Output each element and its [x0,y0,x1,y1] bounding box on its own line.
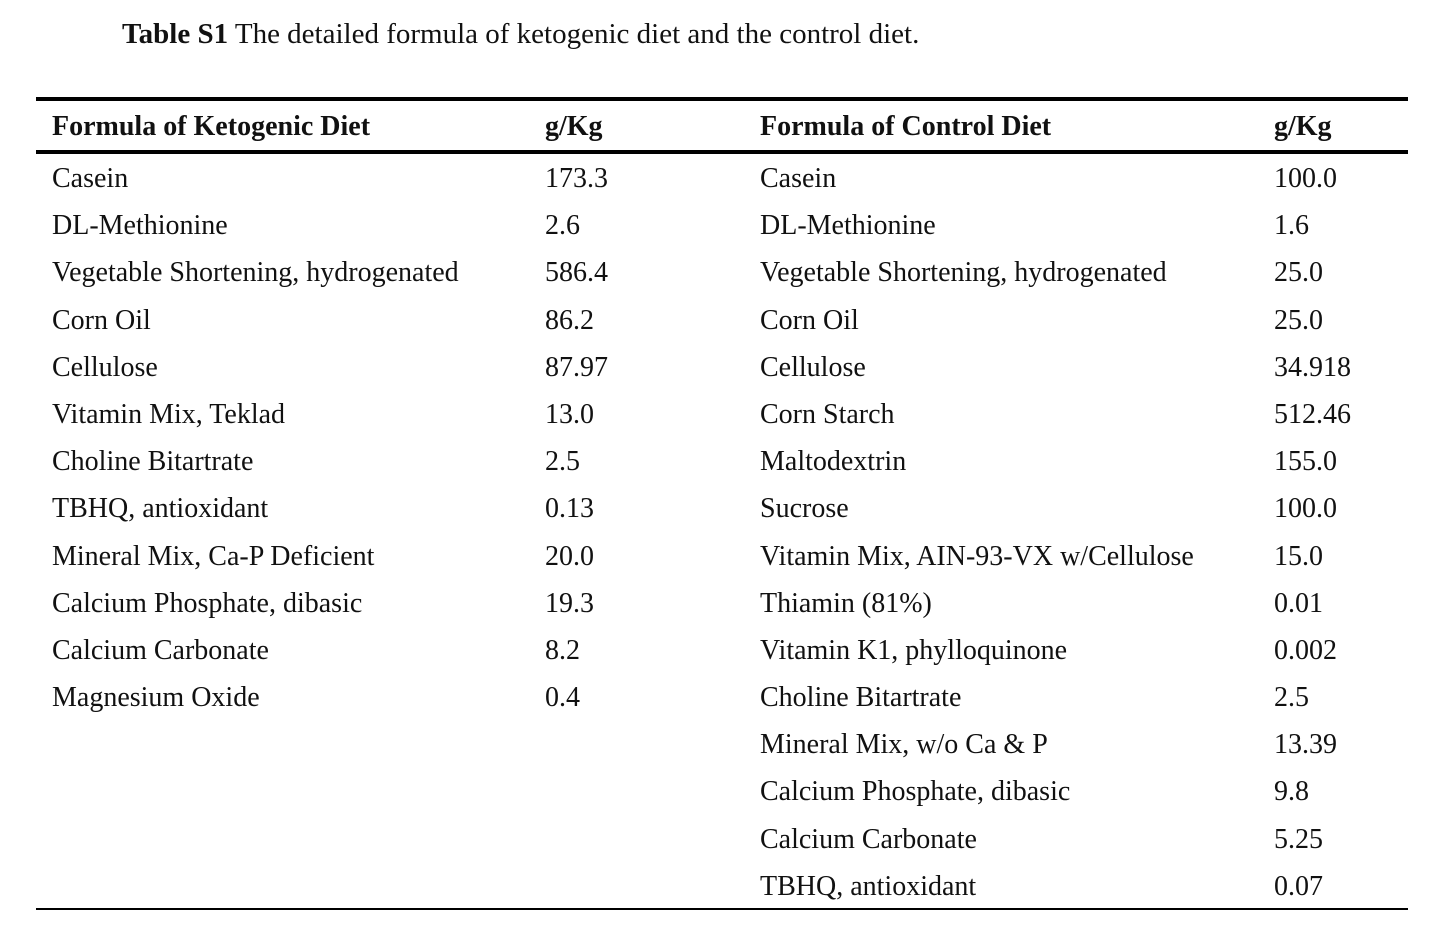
table-header-row: Formula of Ketogenic Diet g/Kg Formula o… [0,104,1456,150]
control-amount-cell: 100.0 [1274,163,1337,194]
ketogenic-amount-cell: 19.3 [545,587,594,619]
control-amount-cell: 5.25 [1274,823,1323,855]
table-header-rule [36,150,1408,154]
table-row: Vitamin Mix, Teklad 13.0 Corn Starch 512.46 [0,391,1456,438]
table-row: Casein 173.3 Casein 100.0 [0,155,1456,202]
table-row: Mineral Mix, Ca-P Deficient 20.0 Vitamin M… [0,533,1456,580]
control-ingredient-cell: Vitamin K1, phylloquinone [760,634,1068,666]
control-amount-cell: 512.46 [1274,398,1351,430]
control-amount-cell: 13.39 [1274,729,1337,761]
ketogenic-ingredient-cell: Cellulose [52,351,158,383]
control-ingredient-cell: Calcium Phosphate, dibasic [760,776,1071,808]
control-ingredient-cell: Sucrose [760,493,849,525]
control-ingredient-cell: Corn Starch [760,398,895,430]
ketogenic-ingredient-cell: Calcium Carbonate [52,634,269,666]
ketogenic-amount-cell: 86.2 [545,304,594,336]
table-row: Vegetable Shortening, hydrogenated 586.4 V… [0,249,1456,296]
table-row: Calcium Phosphate, dibasic 19.3 Thiamin (8… [0,580,1456,627]
ketogenic-ingredient-cell: Vitamin Mix, Teklad [52,398,286,430]
table-row: Cellulose 87.97 Cellulose 34.918 [0,344,1456,391]
control-ingredient-cell: Mineral Mix, w/o Ca & P [760,729,1048,761]
table-row: Corn Oil 86.2 Corn Oil 25.0 [0,297,1456,344]
control-amount-cell: 100.0 [1274,493,1337,525]
ketogenic-amount-cell: 87.97 [545,351,608,383]
control-ingredient-cell: Cellulose [760,351,866,383]
ketogenic-ingredient-cell: TBHQ, antioxidant [52,493,269,525]
table-caption: Table S1 The detailed formula of ketogen… [122,14,919,54]
control-amount-cell: 0.07 [1274,870,1323,902]
control-amount-cell: 34.918 [1274,351,1351,383]
control-ingredient-cell: Maltodextrin [760,446,907,478]
control-amount-cell: 155.0 [1274,446,1337,478]
table-row: DL-Methionine 2.6 DL-Methionine 1.6 [0,202,1456,249]
ketogenic-amount-cell: 2.5 [545,446,580,478]
control-ingredient-cell: Vitamin Mix, AIN-93-VX w/Cellulose [760,540,1194,572]
header-ketogenic-unit: g/Kg [545,111,603,142]
ketogenic-ingredient-cell: Magnesium Oxide [52,682,260,714]
ketogenic-ingredient-cell: Vegetable Shortening, hydrogenated [52,257,459,289]
table-row: Magnesium Oxide 0.4 Choline Bitartrate 2.5 [0,674,1456,721]
control-amount-cell: 15.0 [1274,540,1323,572]
table-row: Calcium Carbonate 5.25 [0,816,1456,863]
control-amount-cell: 25.0 [1274,304,1323,336]
control-amount-cell: 9.8 [1274,776,1309,808]
ketogenic-amount-cell: 13.0 [545,398,594,430]
table-row: Choline Bitartrate 2.5 Maltodextrin 155.0 [0,438,1456,485]
control-ingredient-cell: Calcium Carbonate [760,823,977,855]
table-row: Mineral Mix, w/o Ca & P 13.39 [0,721,1456,768]
table-row: TBHQ, antioxidant 0.07 [0,863,1456,910]
control-ingredient-cell: Casein [760,163,837,194]
control-ingredient-cell: DL-Methionine [760,210,936,242]
ketogenic-ingredient-cell: Mineral Mix, Ca-P Deficient [52,540,375,572]
table-body: Casein 173.3 Casein 100.0 DL-Methionine 2.6 DL… [0,155,1456,907]
ketogenic-amount-cell: 586.4 [545,257,608,289]
control-amount-cell: 0.002 [1274,634,1337,666]
header-control-formula: Formula of Control Diet [760,111,1052,142]
header-control-unit: g/Kg [1274,111,1332,142]
ketogenic-ingredient-cell: Choline Bitartrate [52,446,254,478]
ketogenic-amount-cell: 173.3 [545,163,608,194]
table-bottom-rule [36,908,1408,910]
control-ingredient-cell: Corn Oil [760,304,859,336]
control-ingredient-cell: Choline Bitartrate [760,682,962,714]
ketogenic-ingredient-cell: DL-Methionine [52,210,228,242]
table-row: Calcium Phosphate, dibasic 9.8 [0,768,1456,815]
ketogenic-amount-cell: 2.6 [545,210,580,242]
ketogenic-amount-cell: 8.2 [545,634,580,666]
control-amount-cell: 25.0 [1274,257,1323,289]
caption-label: Table S1 [122,18,229,50]
ketogenic-ingredient-cell: Casein [52,163,129,194]
control-amount-cell: 1.6 [1274,210,1309,242]
ketogenic-ingredient-cell: Corn Oil [52,304,151,336]
ketogenic-amount-cell: 0.4 [545,682,580,714]
table-row: TBHQ, antioxidant 0.13 Sucrose 100.0 [0,485,1456,532]
ketogenic-amount-cell: 20.0 [545,540,594,572]
caption-text: The detailed formula of ketogenic diet a… [228,18,920,50]
control-ingredient-cell: TBHQ, antioxidant [760,870,977,902]
control-amount-cell: 2.5 [1274,682,1309,714]
control-amount-cell: 0.01 [1274,587,1323,619]
table-row: Calcium Carbonate 8.2 Vitamin K1, phylloqu… [0,627,1456,674]
control-ingredient-cell: Vegetable Shortening, hydrogenated [760,257,1167,289]
header-ketogenic-formula: Formula of Ketogenic Diet [52,111,371,142]
control-ingredient-cell: Thiamin (81%) [760,587,932,619]
ketogenic-ingredient-cell: Calcium Phosphate, dibasic [52,587,363,619]
ketogenic-amount-cell: 0.13 [545,493,594,525]
table-top-rule [36,97,1408,101]
